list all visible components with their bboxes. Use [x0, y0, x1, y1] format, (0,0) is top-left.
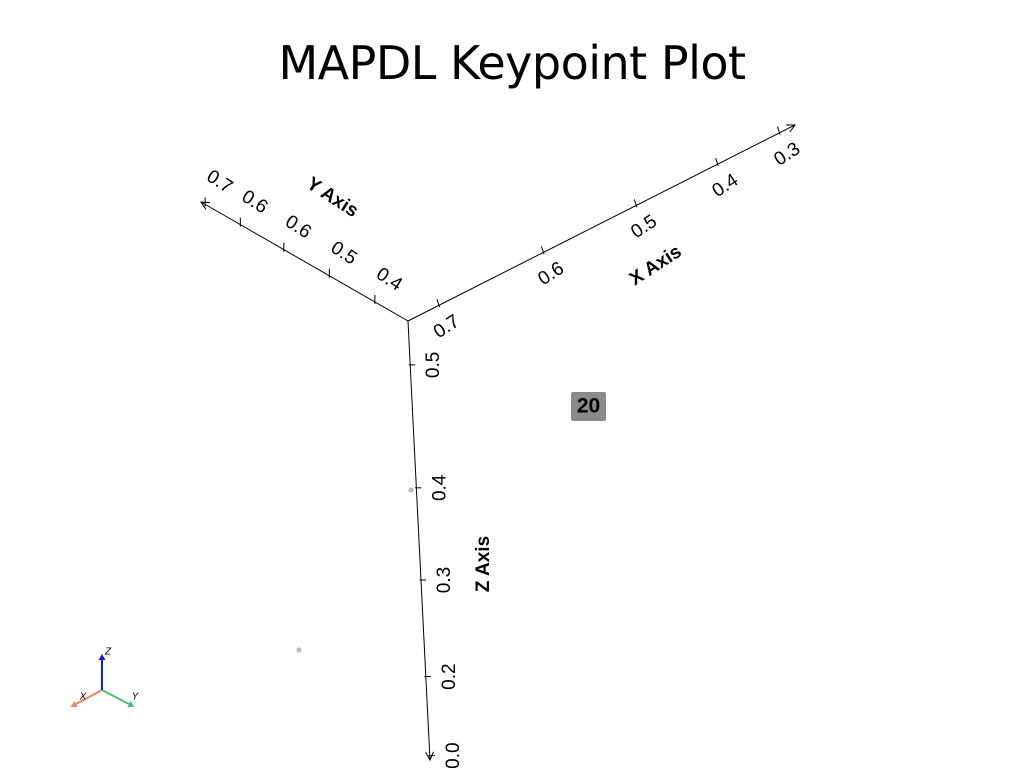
- keypoint-label: 20: [571, 392, 606, 421]
- triad-z-label: Z: [104, 647, 112, 658]
- triad-z-arrow-head: [98, 654, 106, 660]
- x-axis-tick: [540, 246, 545, 255]
- y-axis-title: Y Axis: [303, 173, 362, 222]
- x-axis-tick: [633, 199, 638, 208]
- triad-y-arrow-shaft: [101, 689, 130, 705]
- z-axis-tick-label: 0.2: [439, 663, 460, 689]
- y-axis-tick-label: 0.6: [281, 211, 315, 243]
- orientation-triad: X Y Z: [70, 647, 140, 708]
- x-axis-line: [407, 124, 796, 322]
- x-axis-tick: [777, 126, 781, 135]
- x-axis-tick-label: 0.5: [627, 211, 661, 243]
- y-axis-tick-label: 0.6: [238, 186, 272, 218]
- z-axis-tick-label: 0.4: [429, 474, 450, 501]
- keypoint-marker: [408, 487, 414, 493]
- plot-title: MAPDL Keypoint Plot: [278, 36, 746, 90]
- x-axis-end-cap: [786, 124, 796, 133]
- y-axis-tick-label: 0.7: [203, 166, 237, 198]
- x-axis-tick: [715, 158, 719, 167]
- triad-x-label: X: [79, 692, 87, 703]
- z-axis-tick-label: 0.3: [434, 567, 455, 593]
- z-axis-end-cap: [425, 751, 435, 762]
- keypoints-layer: 20: [296, 392, 606, 653]
- z-axis-line: [407, 320, 431, 761]
- y-axis-tick-label: 0.4: [372, 264, 406, 296]
- triad-x-arrow-head: [70, 700, 78, 708]
- z-axis-title: Z Axis: [473, 536, 494, 592]
- triad-x-arrow-shaft: [75, 689, 103, 705]
- x-axis-tick: [436, 299, 441, 308]
- z-axis-tick-label: 0.0: [443, 742, 464, 768]
- y-axis-line: [200, 201, 409, 322]
- z-axis-tick-label: 0.5: [423, 352, 444, 378]
- triad-y-arrow-head: [127, 700, 135, 708]
- keypoint-label-box: [571, 392, 606, 421]
- x-axis-tick-label: 0.6: [534, 258, 568, 290]
- triad-y-label: Y: [132, 692, 140, 703]
- y-axis-end-cap: [200, 201, 210, 210]
- keypoint-label-text: 20: [577, 395, 600, 418]
- x-axis-tick-label: 0.3: [770, 138, 804, 170]
- x-axis-tick-label: 0.7: [430, 311, 464, 343]
- keypoint-marker: [296, 647, 302, 653]
- x-axis-tick-label: 0.4: [709, 170, 743, 202]
- y-axis-tick-label: 0.5: [327, 237, 361, 269]
- x-axis-title: X Axis: [626, 241, 686, 290]
